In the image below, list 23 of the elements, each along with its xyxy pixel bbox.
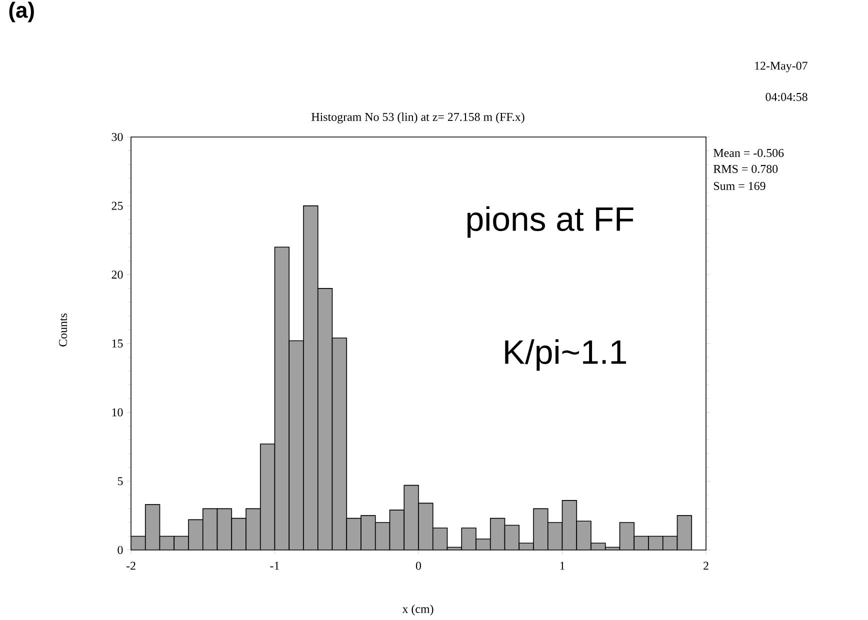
annotation: K/pi~1.1 <box>505 339 626 371</box>
x-tick-label: 0 <box>416 562 422 570</box>
y-tick-label: 5 <box>118 477 123 486</box>
y-tick-label: 25 <box>112 202 123 210</box>
text: Sum = 169 <box>714 182 766 190</box>
text: RMS = 0.780 <box>714 164 778 174</box>
x-axis-title: x (cm) <box>402 604 434 616</box>
x-tick-label: -2 <box>126 562 136 570</box>
chart-title: Histogram No 53 (lin) at z= 27.158 m (FF.x) <box>312 112 524 124</box>
y-tick-label: 10 <box>112 408 123 416</box>
x-tick-label: 1 <box>560 562 565 570</box>
x-tick-label: 2 <box>704 562 708 570</box>
y-tick-label: 0 <box>118 546 123 554</box>
y-axis-title: Counts <box>58 313 68 346</box>
y-tick-label: 30 <box>112 132 123 142</box>
text: (a) <box>9 2 34 22</box>
text: Mean = -0.506 <box>714 148 784 158</box>
text: 04:04:58 <box>766 92 808 102</box>
y-tick-label: 15 <box>112 339 123 348</box>
annotation: pions at FF <box>467 206 634 238</box>
x-tick-label: -1 <box>270 562 280 570</box>
y-tick-label: 20 <box>112 270 123 279</box>
text: 12-May-07 <box>755 62 808 72</box>
